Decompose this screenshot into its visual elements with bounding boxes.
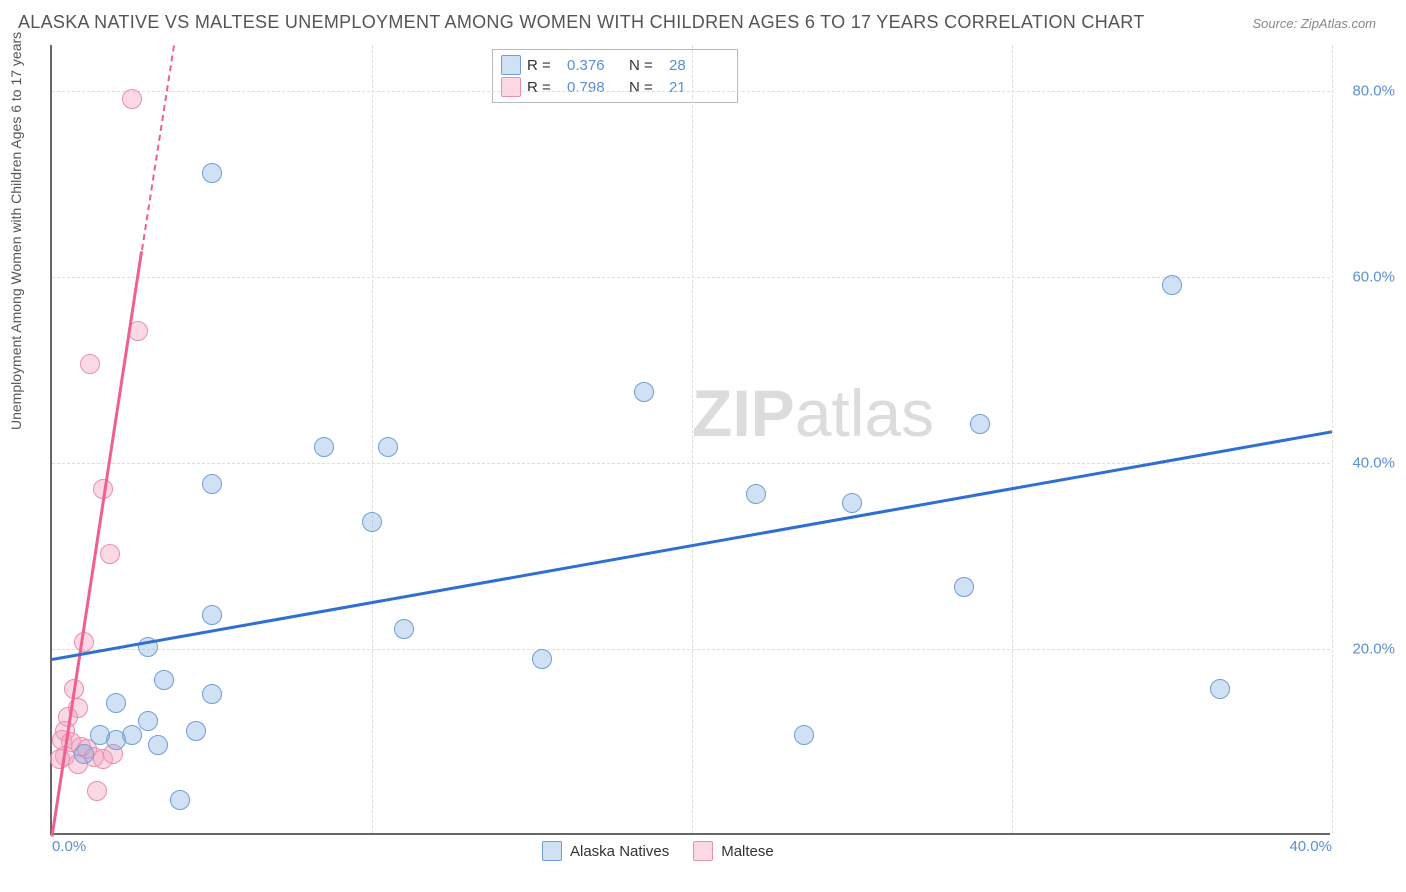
x-tick-label: 40.0% (1289, 838, 1332, 855)
swatch-alaska (542, 841, 562, 861)
data-point-maltese (100, 544, 120, 564)
r-value: 0.376 (567, 57, 623, 74)
data-point-alaska (154, 670, 174, 690)
data-point-maltese (80, 354, 100, 374)
data-point-alaska (202, 684, 222, 704)
data-point-alaska (202, 605, 222, 625)
chart-title: ALASKA NATIVE VS MALTESE UNEMPLOYMENT AM… (18, 12, 1145, 33)
data-point-alaska (842, 493, 862, 513)
correlation-legend: R = 0.376 N = 28 R = 0.798 N = 21 (492, 49, 738, 103)
gridline-horizontal (52, 277, 1330, 278)
data-point-alaska (74, 744, 94, 764)
legend-item-alaska: Alaska Natives (542, 841, 669, 861)
data-point-alaska (90, 725, 110, 745)
data-point-alaska (106, 693, 126, 713)
data-point-alaska (186, 721, 206, 741)
n-value: 28 (669, 57, 725, 74)
y-tick-label: 20.0% (1352, 641, 1395, 658)
data-point-alaska (746, 484, 766, 504)
gridline-vertical (1012, 45, 1013, 833)
watermark: ZIPatlas (692, 375, 934, 451)
legend-label: Alaska Natives (570, 843, 669, 860)
data-point-alaska (202, 163, 222, 183)
data-point-alaska (794, 725, 814, 745)
r-value: 0.798 (567, 79, 623, 96)
source-label: Source: ZipAtlas.com (1252, 16, 1376, 31)
gridline-vertical (372, 45, 373, 833)
data-point-alaska (954, 577, 974, 597)
data-point-alaska (138, 711, 158, 731)
data-point-alaska (634, 382, 654, 402)
n-label: N = (629, 57, 663, 74)
legend-item-maltese: Maltese (693, 841, 774, 861)
data-point-alaska (148, 735, 168, 755)
swatch-alaska (501, 55, 521, 75)
series-legend: Alaska Natives Maltese (542, 841, 774, 861)
data-point-alaska (1162, 275, 1182, 295)
trend-line (141, 46, 175, 251)
data-point-alaska (170, 790, 190, 810)
gridline-horizontal (52, 649, 1330, 650)
data-point-alaska (362, 512, 382, 532)
data-point-alaska (1210, 679, 1230, 699)
n-label: N = (629, 79, 663, 96)
r-label: R = (527, 79, 561, 96)
r-label: R = (527, 57, 561, 74)
watermark-bold: ZIP (692, 376, 795, 450)
data-point-alaska (378, 437, 398, 457)
scatter-plot-area: ZIPatlas R = 0.376 N = 28 R = 0.798 N = … (50, 45, 1330, 835)
gridline-horizontal (52, 91, 1330, 92)
data-point-alaska (394, 619, 414, 639)
swatch-maltese (501, 77, 521, 97)
data-point-alaska (202, 474, 222, 494)
data-point-alaska (970, 414, 990, 434)
swatch-maltese (693, 841, 713, 861)
data-point-maltese (122, 89, 142, 109)
y-tick-label: 60.0% (1352, 269, 1395, 286)
gridline-vertical (1332, 45, 1333, 833)
gridline-vertical (692, 45, 693, 833)
n-value: 21 (669, 79, 725, 96)
y-tick-label: 40.0% (1352, 455, 1395, 472)
legend-label: Maltese (721, 843, 774, 860)
y-tick-label: 80.0% (1352, 83, 1395, 100)
x-tick-label: 0.0% (52, 838, 86, 855)
data-point-alaska (532, 649, 552, 669)
y-axis-label: Unemployment Among Women with Children A… (8, 32, 24, 430)
data-point-maltese (87, 781, 107, 801)
watermark-rest: atlas (795, 376, 934, 450)
data-point-alaska (314, 437, 334, 457)
